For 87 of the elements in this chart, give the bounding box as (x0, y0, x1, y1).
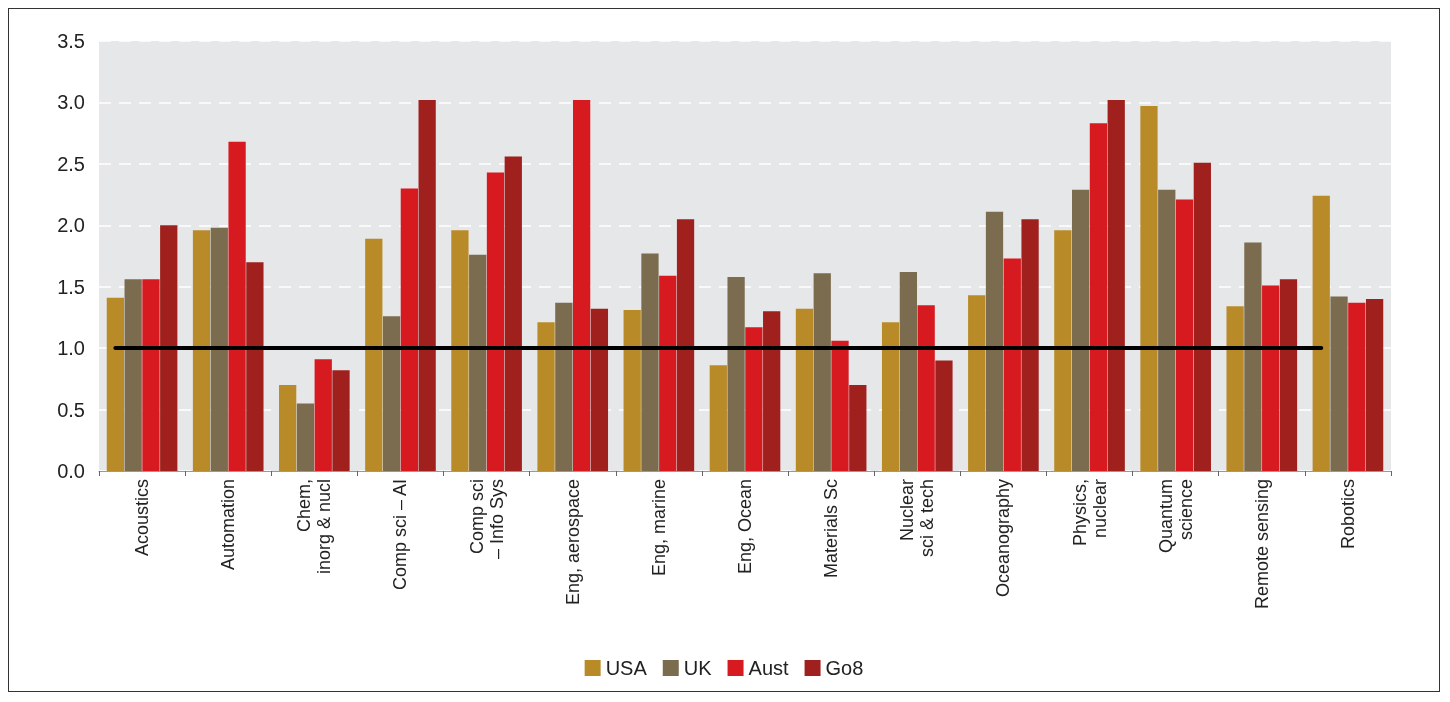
x-tick-label: Eng, Ocean (735, 479, 755, 575)
legend-label: Aust (748, 657, 789, 679)
bar (1021, 219, 1039, 471)
bar (418, 99, 436, 471)
y-tick-label: 3.5 (57, 30, 85, 52)
legend-label: USA (605, 657, 648, 679)
bar (985, 211, 1004, 471)
bar (968, 295, 986, 471)
bar (332, 370, 350, 471)
y-tick-label: 0.0 (57, 460, 85, 482)
bar (279, 385, 297, 471)
y-tick-label: 2.0 (57, 214, 85, 237)
legend-label: Go8 (825, 657, 864, 679)
x-tick-label: Comp sci – Info Sys (466, 479, 507, 560)
bar (382, 316, 401, 471)
x-tick-label: Comp sci – AI (390, 479, 411, 591)
bar (709, 365, 727, 471)
x-tick-label: Chem, inorg & nucl (294, 479, 335, 575)
y-tick-label: 1.5 (57, 275, 85, 298)
bar (849, 385, 867, 471)
x-tick-label: Remote sensing (1251, 479, 1272, 610)
y-tick-label: 2.5 (57, 152, 85, 175)
bar (676, 219, 695, 471)
bar (365, 238, 383, 471)
bar (555, 302, 573, 471)
bar (1140, 106, 1158, 471)
bar (935, 360, 953, 471)
bar (314, 359, 332, 471)
y-tick-label: 3.0 (57, 91, 85, 114)
bar (504, 156, 522, 471)
bar (641, 253, 659, 471)
y-tick-label: 0.5 (57, 398, 85, 421)
bar (590, 308, 609, 471)
bar (659, 275, 677, 471)
x-tick-label: Nuclear sci & tech (897, 479, 938, 558)
bar (124, 279, 142, 471)
bar (160, 225, 178, 471)
bar (881, 322, 900, 471)
bar (1054, 230, 1072, 471)
bar (1072, 189, 1090, 471)
bar (1262, 285, 1280, 471)
bar (400, 188, 418, 471)
x-tick-label: Acoustics (132, 479, 153, 557)
bar (1279, 279, 1298, 471)
bar (192, 230, 211, 471)
bar (572, 99, 591, 471)
x-tick-label: Physics, nuclear (1069, 479, 1110, 547)
bar (210, 227, 228, 471)
bar (1089, 123, 1108, 471)
bar (1003, 258, 1021, 471)
bar (106, 297, 125, 471)
bar (745, 327, 763, 471)
bar (296, 403, 315, 471)
bar (899, 271, 918, 471)
bar (1226, 306, 1244, 471)
bar (917, 305, 935, 471)
x-tick-label: Eng, marine (648, 479, 669, 577)
x-tick-label: Eng, aerospace (562, 479, 583, 606)
bar (537, 322, 555, 471)
bar (142, 279, 160, 471)
bar (1193, 162, 1211, 471)
x-tick-label: Quantum science (1155, 479, 1196, 554)
x-tick-label: Robotics (1337, 479, 1358, 550)
bar (763, 311, 781, 471)
bar (1348, 302, 1366, 471)
bar (451, 230, 469, 471)
x-tick-label: Materials Sc (821, 479, 842, 579)
bar (1158, 189, 1176, 471)
bar (623, 310, 641, 471)
y-tick-label: 1.0 (57, 337, 85, 360)
bar (1330, 296, 1348, 471)
bar (1244, 242, 1262, 471)
bar (228, 141, 246, 471)
x-tick-label: Automation (218, 479, 239, 571)
bar (795, 308, 814, 471)
bar (469, 254, 487, 471)
bar (1365, 299, 1384, 471)
bar (1312, 195, 1330, 471)
bar (727, 276, 745, 471)
bar (1107, 99, 1125, 471)
bar (246, 262, 264, 471)
bar (831, 340, 849, 471)
x-tick-label: Oceanography (993, 479, 1014, 598)
bar (486, 172, 505, 471)
legend-label: UK (683, 657, 713, 679)
bar (813, 273, 831, 471)
bar (1175, 199, 1194, 471)
